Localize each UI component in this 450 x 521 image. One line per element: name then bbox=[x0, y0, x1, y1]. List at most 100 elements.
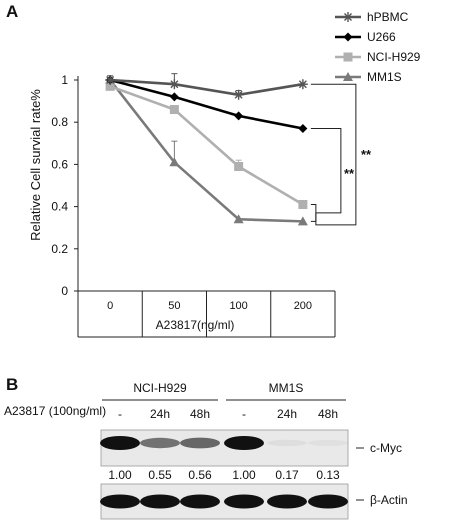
triangle-marker-shape bbox=[169, 157, 180, 167]
diamond-marker-shape bbox=[234, 111, 244, 121]
data-point bbox=[233, 89, 244, 100]
blot-band bbox=[224, 436, 264, 450]
significance-annotation-lower: ** bbox=[344, 166, 355, 181]
series-line bbox=[109, 85, 304, 206]
data-point bbox=[233, 214, 244, 224]
data-point bbox=[169, 157, 180, 167]
lane-label: - bbox=[118, 407, 122, 421]
blot-band bbox=[140, 494, 180, 509]
triangle-marker-shape bbox=[297, 216, 308, 226]
data-point bbox=[297, 216, 308, 226]
series-hpbmc bbox=[105, 73, 308, 100]
data-point bbox=[234, 162, 244, 172]
y-tick-label: 0.4 bbox=[51, 200, 68, 214]
lane-label: 48h bbox=[318, 407, 338, 421]
series-mm1s bbox=[105, 75, 308, 226]
blot-band bbox=[267, 494, 307, 509]
y-tick-label: 0.2 bbox=[51, 242, 68, 256]
x-axis-label: A23817(ng/ml) bbox=[156, 318, 235, 332]
legend-entry: NCI-H929 bbox=[335, 50, 421, 64]
series-u266 bbox=[105, 75, 308, 134]
blot-membrane bbox=[100, 429, 349, 467]
x-tick-label: 100 bbox=[229, 300, 247, 312]
legend-marker bbox=[343, 52, 353, 62]
blot-band bbox=[308, 439, 348, 447]
legend-label: U266 bbox=[367, 30, 396, 44]
blot-band bbox=[308, 494, 348, 509]
square-marker-shape bbox=[169, 105, 179, 115]
legend-marker bbox=[343, 32, 353, 42]
bracket-hpbmc-vs-group bbox=[310, 83, 357, 226]
data-point bbox=[105, 75, 116, 85]
square-marker-shape bbox=[343, 52, 353, 62]
band-quantification: 0.13 bbox=[316, 468, 340, 482]
blot-band bbox=[267, 439, 307, 447]
data-point bbox=[298, 124, 308, 134]
series-nci-h929 bbox=[105, 81, 308, 209]
diamond-marker-shape bbox=[298, 124, 308, 134]
y-tick-label: 0 bbox=[61, 284, 68, 298]
lane-label: 48h bbox=[190, 407, 210, 421]
blot-label: β-Actin bbox=[370, 493, 408, 507]
bracket-u266-vs-group bbox=[310, 128, 342, 214]
data-point bbox=[169, 92, 179, 102]
legend-marker bbox=[343, 12, 353, 22]
data-point bbox=[105, 81, 115, 91]
band-quantification: 0.55 bbox=[148, 468, 172, 482]
legend-entry: MM1S bbox=[335, 70, 402, 84]
legend-label: hPBMC bbox=[367, 10, 409, 24]
data-point bbox=[298, 199, 308, 209]
bracket-nci-mm1s bbox=[310, 203, 317, 222]
y-tick-label: 0.8 bbox=[51, 115, 68, 129]
data-point bbox=[234, 111, 244, 121]
x-tick-label: 200 bbox=[294, 300, 312, 312]
triangle-marker-shape bbox=[343, 72, 353, 81]
square-marker-shape bbox=[298, 199, 308, 209]
panel-a-label: A bbox=[6, 2, 18, 21]
blot-band bbox=[224, 494, 264, 509]
series-line bbox=[110, 78, 304, 97]
y-axis-label: Relative Cell survial rate% bbox=[28, 89, 43, 241]
group-label: MM1S bbox=[269, 381, 304, 395]
legend-label: MM1S bbox=[367, 70, 402, 84]
band-quantification: 1.00 bbox=[232, 468, 256, 482]
blot-band bbox=[100, 436, 140, 450]
triangle-marker-shape bbox=[233, 214, 244, 224]
survival-chart: Relative Cell survial rate% A23817(ng/ml… bbox=[28, 10, 421, 338]
band-quantification: 0.56 bbox=[188, 468, 212, 482]
blot-band bbox=[180, 494, 220, 509]
square-marker-shape bbox=[234, 162, 244, 172]
blot-band bbox=[100, 494, 140, 509]
data-point bbox=[297, 79, 308, 90]
band-quantification: 1.00 bbox=[108, 468, 132, 482]
blot-band bbox=[140, 437, 180, 449]
significance-annotation-upper: ** bbox=[361, 147, 372, 162]
data-point bbox=[169, 105, 179, 115]
blot-c-myc: c-Myc 1.00 0.55 0.56 1.00 0.17 0.13 bbox=[100, 429, 402, 482]
x-tick-label: 0 bbox=[107, 300, 113, 312]
lane-label: - bbox=[242, 407, 246, 421]
panel-b-label: B bbox=[6, 375, 18, 394]
x-tick-label: 50 bbox=[168, 300, 180, 312]
y-tick-label: 0.6 bbox=[51, 157, 68, 171]
series-line bbox=[109, 79, 303, 223]
legend-marker bbox=[343, 72, 353, 81]
blot-label: c-Myc bbox=[370, 441, 402, 455]
treatment-label: A23817 (100ng/ml) bbox=[4, 404, 106, 418]
blot-band bbox=[180, 437, 220, 449]
data-point bbox=[169, 79, 180, 90]
group-label: NCI-H929 bbox=[133, 381, 187, 395]
lane-label: 24h bbox=[150, 407, 170, 421]
diamond-marker-shape bbox=[169, 92, 179, 102]
band-quantification: 0.17 bbox=[275, 468, 299, 482]
diamond-marker-shape bbox=[343, 32, 353, 42]
series-line bbox=[109, 78, 304, 130]
legend-label: NCI-H929 bbox=[367, 50, 421, 64]
lane-label: 24h bbox=[277, 407, 297, 421]
blot--actin: β-Actin bbox=[100, 483, 408, 520]
legend-entry: hPBMC bbox=[335, 10, 409, 24]
square-marker-shape bbox=[105, 81, 115, 91]
y-tick-label: 1 bbox=[61, 73, 68, 87]
